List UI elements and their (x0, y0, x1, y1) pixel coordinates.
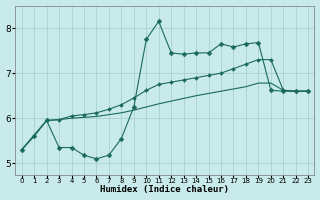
X-axis label: Humidex (Indice chaleur): Humidex (Indice chaleur) (100, 185, 229, 194)
